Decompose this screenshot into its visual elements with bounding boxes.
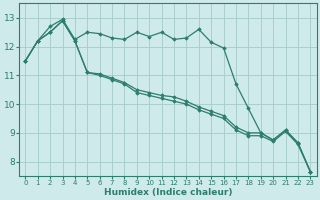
- X-axis label: Humidex (Indice chaleur): Humidex (Indice chaleur): [104, 188, 232, 197]
